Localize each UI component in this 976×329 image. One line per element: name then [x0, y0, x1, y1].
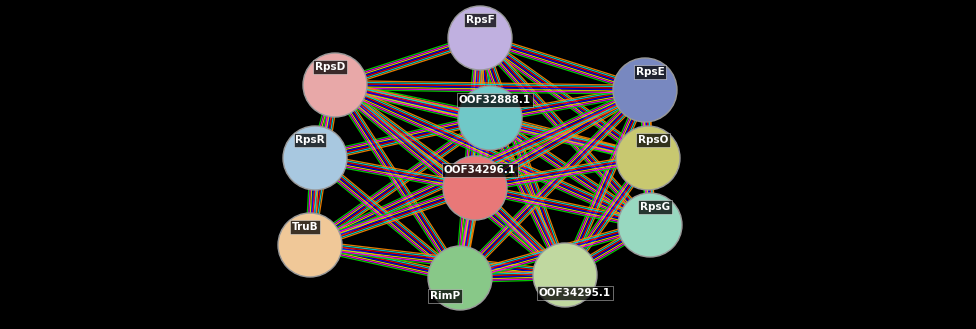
Text: RpsF: RpsF: [466, 15, 495, 25]
Circle shape: [533, 243, 597, 307]
Text: RpsR: RpsR: [295, 135, 325, 145]
Text: RimP: RimP: [430, 291, 460, 301]
Circle shape: [616, 126, 680, 190]
Text: RpsD: RpsD: [315, 62, 346, 72]
Text: RpsE: RpsE: [635, 67, 665, 77]
Text: OOF32888.1: OOF32888.1: [459, 95, 531, 105]
Text: TruB: TruB: [292, 222, 318, 232]
Circle shape: [283, 126, 347, 190]
Circle shape: [303, 53, 367, 117]
Circle shape: [428, 246, 492, 310]
Circle shape: [613, 58, 677, 122]
Text: RpsO: RpsO: [637, 135, 669, 145]
Circle shape: [278, 213, 342, 277]
Circle shape: [443, 156, 507, 220]
Text: RpsG: RpsG: [640, 202, 671, 212]
Circle shape: [458, 86, 522, 150]
Text: OOF34296.1: OOF34296.1: [444, 165, 516, 175]
Text: OOF34295.1: OOF34295.1: [539, 288, 611, 298]
Circle shape: [618, 193, 682, 257]
Circle shape: [448, 6, 512, 70]
